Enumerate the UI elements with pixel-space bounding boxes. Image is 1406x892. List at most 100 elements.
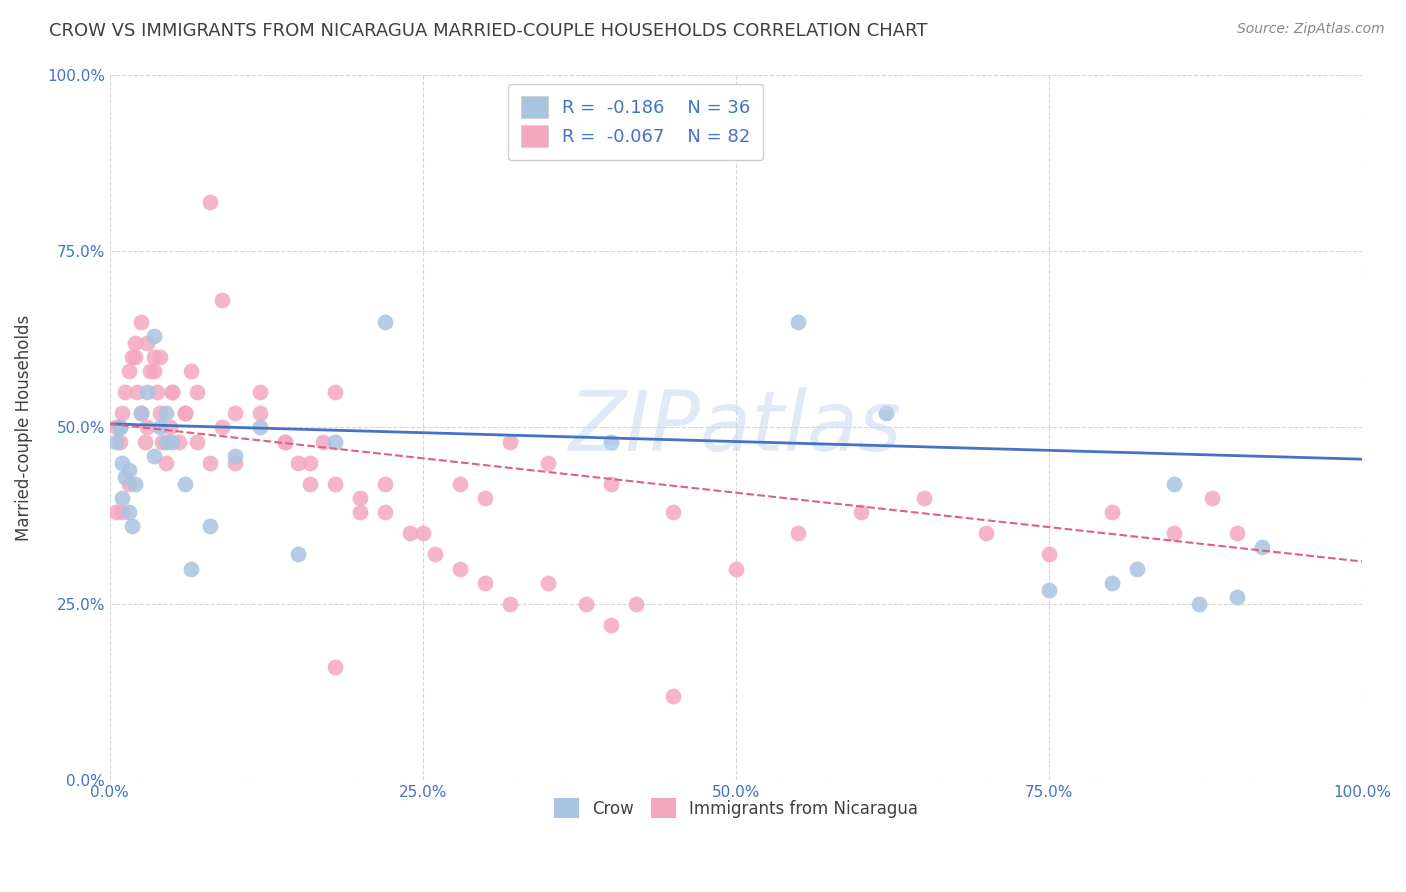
Point <box>114 385 136 400</box>
Point <box>412 526 434 541</box>
Point <box>599 476 621 491</box>
Point <box>374 314 396 328</box>
Point <box>173 476 195 491</box>
Point <box>127 385 149 400</box>
Point <box>249 385 271 400</box>
Point <box>150 434 173 449</box>
Point <box>117 476 139 491</box>
Point <box>180 364 202 378</box>
Point <box>129 406 152 420</box>
Point <box>1101 575 1123 590</box>
Point <box>1038 582 1060 597</box>
Point <box>849 505 872 519</box>
Point <box>105 505 128 519</box>
Point <box>129 406 152 420</box>
Point <box>976 526 998 541</box>
Point <box>724 561 747 575</box>
Point <box>155 406 177 420</box>
Point <box>274 434 297 449</box>
Y-axis label: Married-couple Households: Married-couple Households <box>15 314 32 541</box>
Point <box>912 491 935 505</box>
Point <box>537 456 560 470</box>
Point <box>167 434 190 449</box>
Point <box>134 434 156 449</box>
Point <box>198 456 221 470</box>
Point <box>149 350 172 364</box>
Text: ZIPatlas: ZIPatlas <box>569 387 903 468</box>
Point <box>1163 476 1185 491</box>
Point <box>173 406 195 420</box>
Point <box>1101 505 1123 519</box>
Point <box>117 463 139 477</box>
Legend: Crow, Immigrants from Nicaragua: Crow, Immigrants from Nicaragua <box>547 791 925 825</box>
Point <box>599 618 621 632</box>
Point <box>186 385 208 400</box>
Point <box>287 548 309 562</box>
Point <box>1188 597 1211 611</box>
Point <box>249 420 271 434</box>
Point <box>173 406 195 420</box>
Point <box>1201 491 1223 505</box>
Point <box>121 519 143 533</box>
Point <box>142 328 165 343</box>
Point <box>224 449 246 463</box>
Point <box>537 575 560 590</box>
Point <box>425 548 447 562</box>
Point <box>111 456 134 470</box>
Point <box>499 597 522 611</box>
Point <box>474 575 496 590</box>
Point <box>211 293 233 308</box>
Point <box>139 364 162 378</box>
Point <box>162 385 184 400</box>
Text: CROW VS IMMIGRANTS FROM NICARAGUA MARRIED-COUPLE HOUSEHOLDS CORRELATION CHART: CROW VS IMMIGRANTS FROM NICARAGUA MARRIE… <box>49 22 928 40</box>
Point <box>323 476 346 491</box>
Point <box>155 434 177 449</box>
Point <box>224 456 246 470</box>
Point <box>142 364 165 378</box>
Point <box>474 491 496 505</box>
Point <box>105 434 128 449</box>
Point <box>111 505 134 519</box>
Point <box>662 505 685 519</box>
Point <box>575 597 598 611</box>
Point <box>224 406 246 420</box>
Point <box>117 364 139 378</box>
Point <box>374 476 396 491</box>
Point <box>142 350 165 364</box>
Point <box>323 434 346 449</box>
Point <box>274 434 297 449</box>
Point <box>323 660 346 674</box>
Point <box>198 519 221 533</box>
Point <box>211 420 233 434</box>
Point <box>299 456 322 470</box>
Point <box>1250 541 1272 555</box>
Point <box>149 406 172 420</box>
Point <box>121 350 143 364</box>
Point <box>114 470 136 484</box>
Point <box>787 314 810 328</box>
Point <box>249 406 271 420</box>
Point <box>124 335 146 350</box>
Point <box>142 449 165 463</box>
Point <box>399 526 422 541</box>
Point <box>129 314 152 328</box>
Point <box>1163 526 1185 541</box>
Point <box>108 420 131 434</box>
Point <box>1038 548 1060 562</box>
Point <box>162 434 184 449</box>
Point <box>136 385 159 400</box>
Point <box>105 420 128 434</box>
Point <box>875 406 897 420</box>
Point <box>624 597 647 611</box>
Point <box>108 420 131 434</box>
Point <box>111 406 134 420</box>
Point <box>186 434 208 449</box>
Point <box>149 420 172 434</box>
Point <box>108 434 131 449</box>
Point <box>136 420 159 434</box>
Point <box>198 194 221 209</box>
Point <box>374 505 396 519</box>
Point <box>136 335 159 350</box>
Point <box>449 476 471 491</box>
Point <box>662 689 685 703</box>
